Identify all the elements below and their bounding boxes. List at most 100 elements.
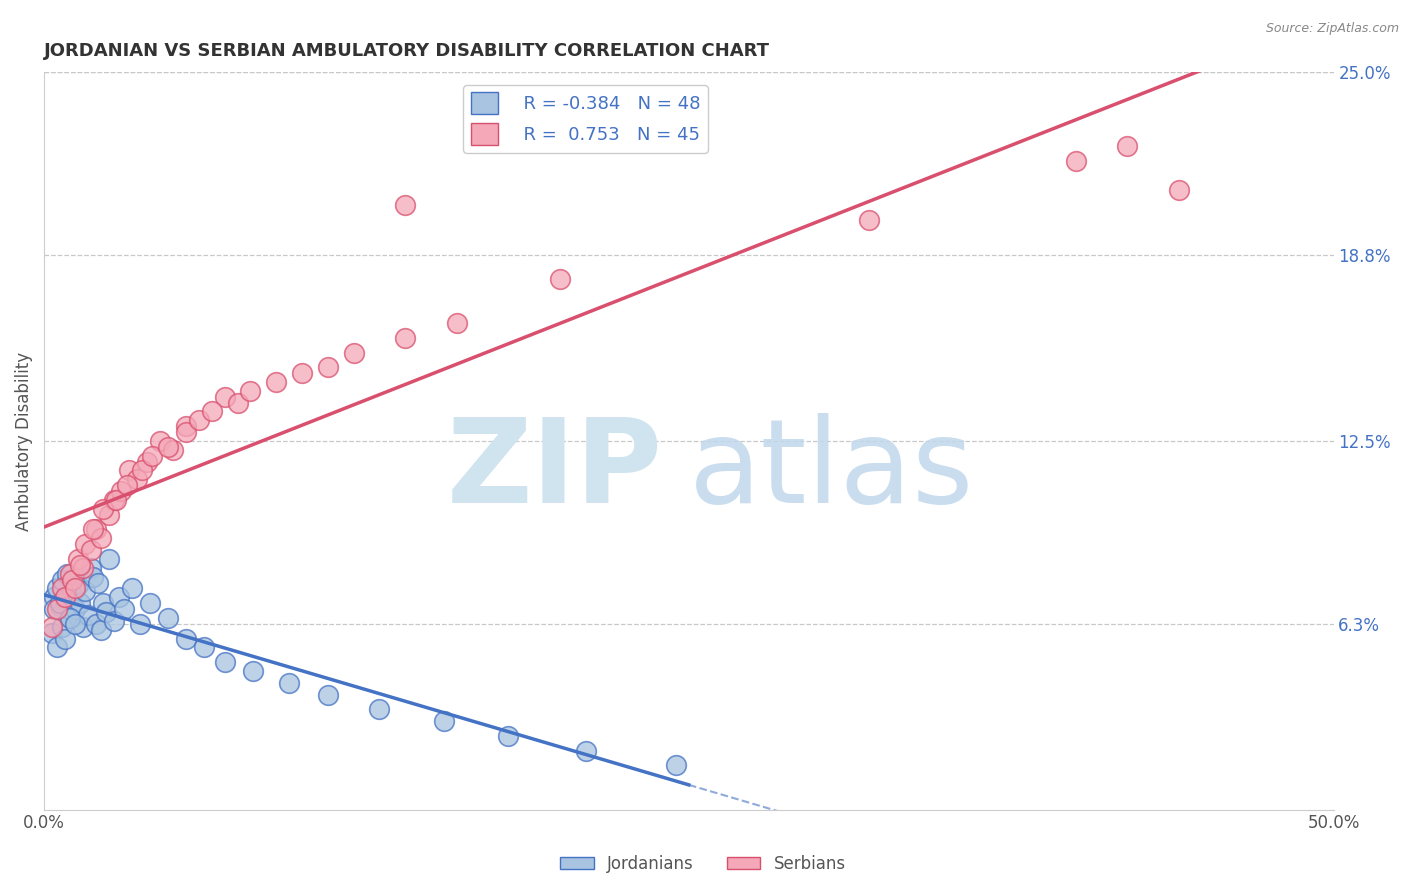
Point [394, 331, 416, 345]
Point [59, 566, 82, 581]
Point [1116, 139, 1139, 153]
Point [141, 449, 163, 463]
Point [46, 602, 69, 616]
Point [112, 602, 135, 616]
Point [44, 602, 66, 616]
Y-axis label: Ambulatory Disability: Ambulatory Disability [15, 351, 32, 531]
Point [51, 582, 73, 596]
Point [63, 582, 86, 596]
Point [291, 366, 314, 380]
Point [79, 543, 101, 558]
Point [87, 575, 110, 590]
Point [201, 404, 224, 418]
Point [77, 607, 100, 622]
Point [214, 390, 236, 404]
Point [79, 561, 101, 575]
Point [125, 472, 148, 486]
Text: ZIP: ZIP [447, 413, 664, 528]
Point [97, 508, 120, 522]
Point [174, 419, 197, 434]
Point [51, 620, 73, 634]
Point [278, 675, 301, 690]
Point [139, 596, 162, 610]
Point [110, 484, 132, 499]
Point [59, 611, 82, 625]
Point [316, 688, 339, 702]
Point [193, 640, 215, 655]
Point [226, 395, 249, 409]
Point [69, 558, 91, 572]
Point [75, 537, 97, 551]
Point [56, 566, 79, 581]
Point [66, 552, 89, 566]
Point [239, 384, 262, 398]
Point [136, 455, 159, 469]
Point [46, 582, 69, 596]
Point [858, 212, 880, 227]
Point [548, 272, 571, 286]
Point [118, 463, 141, 477]
Point [93, 596, 115, 610]
Point [90, 623, 112, 637]
Point [97, 552, 120, 566]
Point [75, 584, 97, 599]
Point [44, 591, 66, 605]
Point [665, 758, 688, 772]
Point [41, 625, 63, 640]
Point [53, 632, 76, 646]
Point [62, 587, 84, 601]
Point [162, 442, 184, 457]
Legend: Jordanians, Serbians: Jordanians, Serbians [554, 848, 852, 880]
Point [93, 501, 115, 516]
Text: atlas: atlas [689, 413, 974, 528]
Point [103, 492, 125, 507]
Point [368, 702, 391, 716]
Point [156, 440, 179, 454]
Point [48, 599, 70, 613]
Point [433, 714, 456, 728]
Point [41, 620, 63, 634]
Point [59, 611, 82, 625]
Point [394, 198, 416, 212]
Point [174, 425, 197, 439]
Text: JORDANIAN VS SERBIAN AMBULATORY DISABILITY CORRELATION CHART: JORDANIAN VS SERBIAN AMBULATORY DISABILI… [44, 42, 770, 60]
Point [53, 591, 76, 605]
Point [498, 729, 520, 743]
Point [187, 413, 209, 427]
Point [214, 655, 236, 669]
Point [63, 616, 86, 631]
Point [51, 573, 73, 587]
Point [62, 573, 84, 587]
Point [84, 616, 107, 631]
Point [82, 569, 104, 583]
Point [53, 593, 76, 607]
Point [115, 478, 138, 492]
Point [131, 463, 153, 477]
Point [1167, 183, 1189, 197]
Point [66, 578, 89, 592]
Point [72, 620, 94, 634]
Point [316, 360, 339, 375]
Point [575, 743, 598, 757]
Point [242, 664, 264, 678]
Point [46, 640, 69, 655]
Point [108, 591, 131, 605]
Point [446, 316, 468, 330]
Point [121, 582, 143, 596]
Point [342, 345, 364, 359]
Point [84, 523, 107, 537]
Point [63, 602, 86, 616]
Point [69, 596, 91, 610]
Point [105, 492, 128, 507]
Point [90, 531, 112, 545]
Legend:   R = -0.384   N = 48,   R =  0.753   N = 45: R = -0.384 N = 48, R = 0.753 N = 45 [464, 85, 707, 153]
Point [149, 434, 172, 448]
Text: Source: ZipAtlas.com: Source: ZipAtlas.com [1265, 22, 1399, 36]
Point [156, 611, 179, 625]
Point [174, 632, 197, 646]
Point [94, 605, 117, 619]
Point [103, 614, 125, 628]
Point [128, 616, 150, 631]
Point [1064, 153, 1087, 168]
Point [264, 375, 287, 389]
